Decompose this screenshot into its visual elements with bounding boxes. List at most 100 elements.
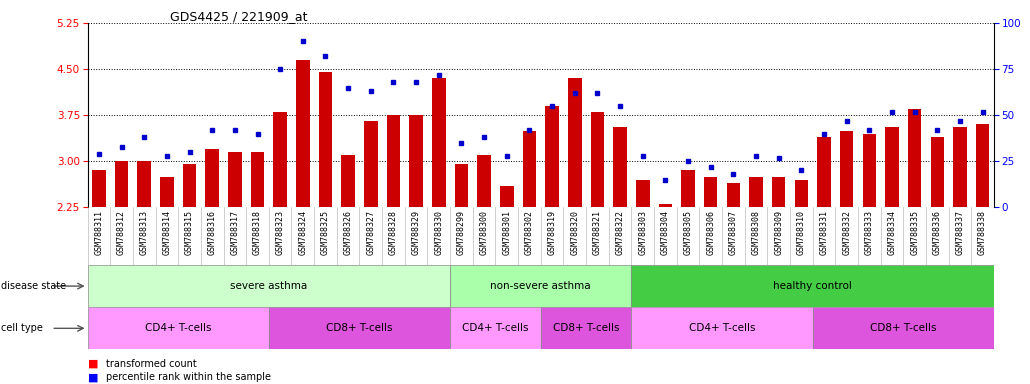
Text: GSM788329: GSM788329 xyxy=(412,210,420,255)
Bar xyxy=(636,180,650,207)
Bar xyxy=(813,307,994,349)
Text: GSM788335: GSM788335 xyxy=(911,210,919,255)
Text: GSM788304: GSM788304 xyxy=(661,210,670,255)
Bar xyxy=(273,112,287,207)
Bar xyxy=(364,121,378,207)
Text: GSM788310: GSM788310 xyxy=(797,210,805,255)
Bar xyxy=(341,155,355,207)
Bar xyxy=(386,115,401,207)
Bar xyxy=(794,180,809,207)
Text: GSM788318: GSM788318 xyxy=(253,210,262,255)
Text: ■: ■ xyxy=(88,372,98,382)
Text: cell type: cell type xyxy=(1,323,43,333)
Bar xyxy=(631,265,994,307)
Text: transformed count: transformed count xyxy=(106,359,197,369)
Text: GSM788315: GSM788315 xyxy=(185,210,194,255)
Bar xyxy=(522,131,537,207)
Text: non-severe asthma: non-severe asthma xyxy=(490,281,591,291)
Text: GSM788325: GSM788325 xyxy=(321,210,330,255)
Bar xyxy=(182,164,197,207)
Bar xyxy=(88,265,450,307)
Text: CD8+ T-cells: CD8+ T-cells xyxy=(870,323,936,333)
Text: GSM788305: GSM788305 xyxy=(684,210,692,255)
Bar xyxy=(500,186,514,207)
Text: GSM788316: GSM788316 xyxy=(208,210,216,255)
Bar xyxy=(318,72,333,207)
Text: GSM788314: GSM788314 xyxy=(163,210,171,255)
Text: disease state: disease state xyxy=(1,281,66,291)
Text: GSM788301: GSM788301 xyxy=(503,210,511,255)
Bar xyxy=(590,112,605,207)
Text: GSM788309: GSM788309 xyxy=(775,210,783,255)
Text: severe asthma: severe asthma xyxy=(230,281,307,291)
Text: CD8+ T-cells: CD8+ T-cells xyxy=(553,323,619,333)
Text: GSM788308: GSM788308 xyxy=(752,210,760,255)
Bar xyxy=(269,307,450,349)
Bar xyxy=(885,127,899,207)
Bar xyxy=(681,170,695,207)
Bar xyxy=(749,177,763,207)
Text: CD4+ T-cells: CD4+ T-cells xyxy=(689,323,755,333)
Text: GSM788327: GSM788327 xyxy=(367,210,375,255)
Bar xyxy=(862,134,877,207)
Text: GSM788303: GSM788303 xyxy=(639,210,647,255)
Text: GSM788328: GSM788328 xyxy=(389,210,398,255)
Bar xyxy=(409,115,423,207)
Text: GSM788312: GSM788312 xyxy=(117,210,126,255)
Text: healthy control: healthy control xyxy=(774,281,852,291)
Text: CD4+ T-cells: CD4+ T-cells xyxy=(462,323,528,333)
Text: GSM788338: GSM788338 xyxy=(978,210,987,255)
Bar xyxy=(953,127,967,207)
Text: GSM788323: GSM788323 xyxy=(276,210,284,255)
Text: GSM788334: GSM788334 xyxy=(888,210,896,255)
Bar xyxy=(450,265,631,307)
Text: GSM788321: GSM788321 xyxy=(593,210,602,255)
Bar xyxy=(975,124,990,207)
Text: GSM788322: GSM788322 xyxy=(616,210,624,255)
Text: GSM788320: GSM788320 xyxy=(571,210,579,255)
Text: GSM788302: GSM788302 xyxy=(525,210,534,255)
Text: GSM788299: GSM788299 xyxy=(457,210,466,255)
Text: percentile rank within the sample: percentile rank within the sample xyxy=(106,372,271,382)
Text: GSM788336: GSM788336 xyxy=(933,210,941,255)
Text: GSM788317: GSM788317 xyxy=(231,210,239,255)
Bar xyxy=(205,149,219,207)
Bar xyxy=(545,106,559,207)
Text: GSM788306: GSM788306 xyxy=(707,210,715,255)
Bar xyxy=(817,137,831,207)
Bar xyxy=(568,78,582,207)
Text: GSM788307: GSM788307 xyxy=(729,210,737,255)
Text: GSM788333: GSM788333 xyxy=(865,210,873,255)
Bar xyxy=(454,164,469,207)
Text: GSM788337: GSM788337 xyxy=(956,210,964,255)
Text: GSM788324: GSM788324 xyxy=(299,210,307,255)
Bar xyxy=(160,177,174,207)
Text: ■: ■ xyxy=(88,359,98,369)
Bar xyxy=(839,131,854,207)
Bar xyxy=(771,177,786,207)
Bar xyxy=(228,152,242,207)
Bar xyxy=(613,127,627,207)
Text: GSM788319: GSM788319 xyxy=(548,210,556,255)
Bar xyxy=(432,78,446,207)
Text: GSM788331: GSM788331 xyxy=(820,210,828,255)
Bar xyxy=(726,183,741,207)
Bar xyxy=(930,137,945,207)
Bar xyxy=(907,109,922,207)
Text: GSM788313: GSM788313 xyxy=(140,210,148,255)
Text: GSM788300: GSM788300 xyxy=(480,210,488,255)
Bar xyxy=(92,170,106,207)
Bar xyxy=(703,177,718,207)
Text: CD4+ T-cells: CD4+ T-cells xyxy=(145,323,211,333)
Text: GDS4425 / 221909_at: GDS4425 / 221909_at xyxy=(170,10,307,23)
Bar xyxy=(450,307,541,349)
Bar xyxy=(477,155,491,207)
Bar xyxy=(250,152,265,207)
Bar xyxy=(137,161,151,207)
Text: GSM788326: GSM788326 xyxy=(344,210,352,255)
Bar xyxy=(88,307,269,349)
Bar xyxy=(541,307,631,349)
Text: GSM788332: GSM788332 xyxy=(843,210,851,255)
Bar xyxy=(114,161,129,207)
Text: GSM788330: GSM788330 xyxy=(435,210,443,255)
